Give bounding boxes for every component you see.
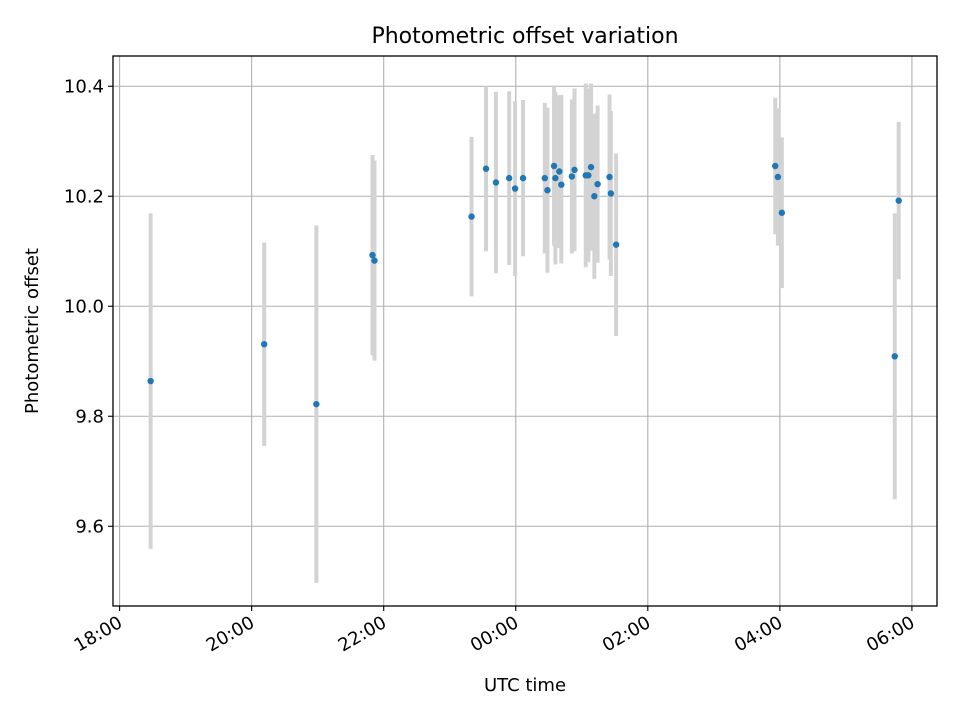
x-axis-ticks: 18:00 20:00 22:00 00:00 02:00 04:00 06:00 [71, 606, 918, 656]
data-point [606, 173, 613, 181]
x-tick-label: 02:00 [599, 612, 654, 656]
data-point [550, 162, 558, 170]
x-tick-label: 04:00 [731, 612, 786, 656]
data-point [541, 174, 549, 182]
data-point [587, 163, 595, 171]
y-axis-ticks: 9.6 9.8 10.0 10.2 10.4 [64, 76, 113, 537]
data-point [571, 166, 578, 174]
data-point [774, 173, 782, 181]
x-tick-label: 22:00 [335, 612, 390, 656]
data-point [891, 353, 898, 360]
y-tick-label: 10.0 [64, 296, 104, 317]
data-point [544, 187, 551, 194]
data-point [369, 251, 376, 259]
y-tick-label: 9.8 [75, 406, 104, 427]
data-point [895, 197, 902, 204]
data-point [492, 179, 500, 186]
data-point [147, 377, 154, 385]
x-tick-label: 18:00 [71, 612, 126, 656]
data-point [558, 181, 565, 188]
y-tick-label: 10.4 [64, 76, 104, 97]
data-point [607, 190, 615, 197]
data-point [482, 165, 490, 172]
plot-frame [112, 55, 938, 607]
error-bars [148, 83, 901, 583]
data-points [147, 162, 902, 408]
x-tick-label: 06:00 [863, 612, 918, 656]
data-point [511, 185, 519, 192]
data-point [612, 241, 620, 248]
y-tick-label: 10.2 [64, 186, 104, 207]
chart-title: Photometric offset variation [371, 24, 678, 49]
data-point [552, 174, 559, 182]
data-point [260, 341, 268, 348]
y-tick-label: 9.6 [75, 516, 104, 537]
data-point [313, 400, 320, 408]
data-point [585, 172, 592, 179]
data-point [772, 162, 779, 170]
data-point [371, 257, 378, 264]
data-point [468, 213, 475, 220]
data-point [505, 174, 513, 182]
data-point [568, 173, 576, 180]
x-axis-label: UTC time [484, 675, 566, 696]
data-point [591, 193, 598, 200]
data-point [519, 174, 527, 182]
data-point [556, 168, 563, 175]
data-point [778, 209, 786, 216]
data-point [594, 180, 601, 188]
x-tick-label: 20:00 [203, 612, 258, 656]
y-axis-label: Photometric offset [22, 248, 43, 414]
x-tick-label: 00:00 [467, 612, 522, 656]
